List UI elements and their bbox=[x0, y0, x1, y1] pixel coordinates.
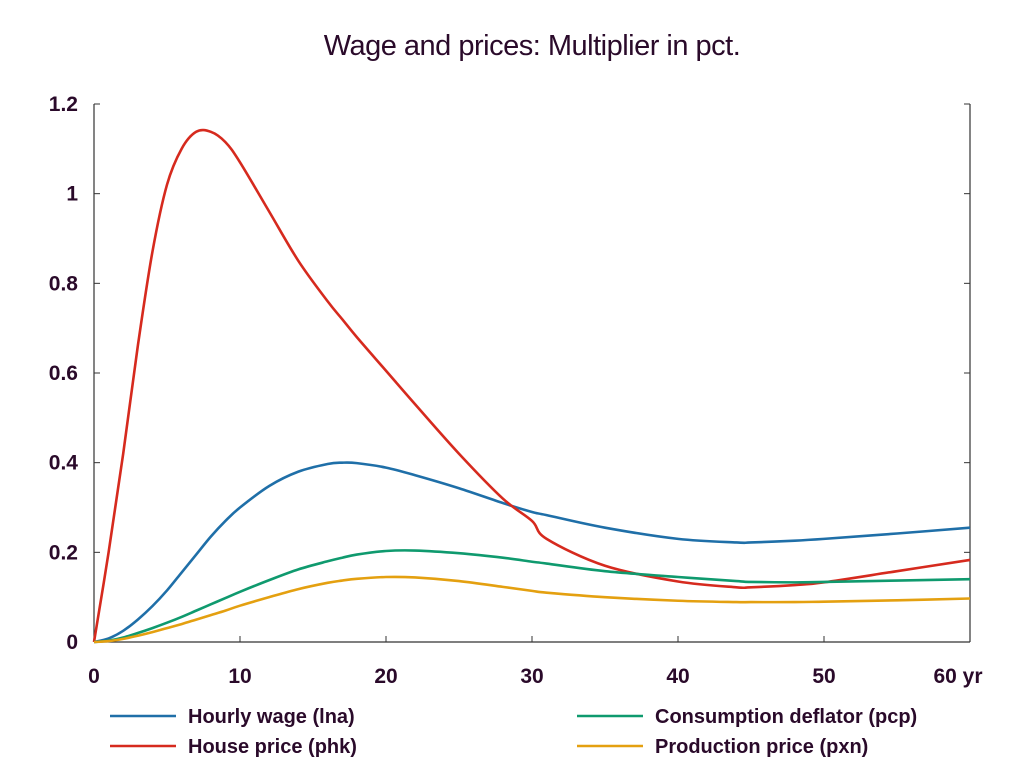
y-tick-label: 0.2 bbox=[49, 541, 78, 564]
y-tick-label: 0.4 bbox=[49, 452, 79, 475]
legend: Hourly wage (lna) House price (phk) Consum… bbox=[110, 706, 917, 758]
legend-label-house-price: House price (phk) bbox=[188, 736, 357, 758]
y-tick-label: 1 bbox=[66, 183, 78, 206]
x-tick-label: 30 bbox=[520, 665, 543, 688]
x-tick-label: 10 bbox=[228, 665, 251, 688]
series-line-production-price bbox=[93, 575, 971, 644]
y-axis: 0 0.2 0.4 0.6 0.8 1 1.2 bbox=[49, 93, 970, 654]
x-tick-label: 0 bbox=[88, 665, 100, 688]
y-tick-label: 0.6 bbox=[49, 362, 78, 385]
chart-title: Wage and prices: Multiplier in pct. bbox=[323, 30, 741, 62]
legend-label-consumption-deflator: Consumption deflator (pcp) bbox=[655, 706, 917, 728]
series-line-consumption-deflator bbox=[93, 549, 971, 644]
legend-label-hourly-wage: Hourly wage (lna) bbox=[188, 706, 355, 728]
y-tick-label: 0 bbox=[66, 631, 78, 654]
y-tick-label: 1.2 bbox=[49, 93, 78, 116]
x-tick-label: 50 bbox=[812, 665, 835, 688]
series-line-hourly-wage bbox=[93, 461, 971, 644]
x-tick-label: 20 bbox=[374, 665, 397, 688]
legend-label-production-price: Production price (pxn) bbox=[655, 736, 868, 758]
y-tick-label: 0.8 bbox=[49, 272, 79, 295]
series-lines bbox=[92, 128, 971, 644]
x-axis: 0 10 20 30 40 50 60 yr bbox=[88, 636, 983, 688]
x-tick-label: 60 yr bbox=[933, 665, 982, 688]
series-line-house-price bbox=[92, 128, 971, 643]
x-tick-label: 40 bbox=[666, 665, 689, 688]
